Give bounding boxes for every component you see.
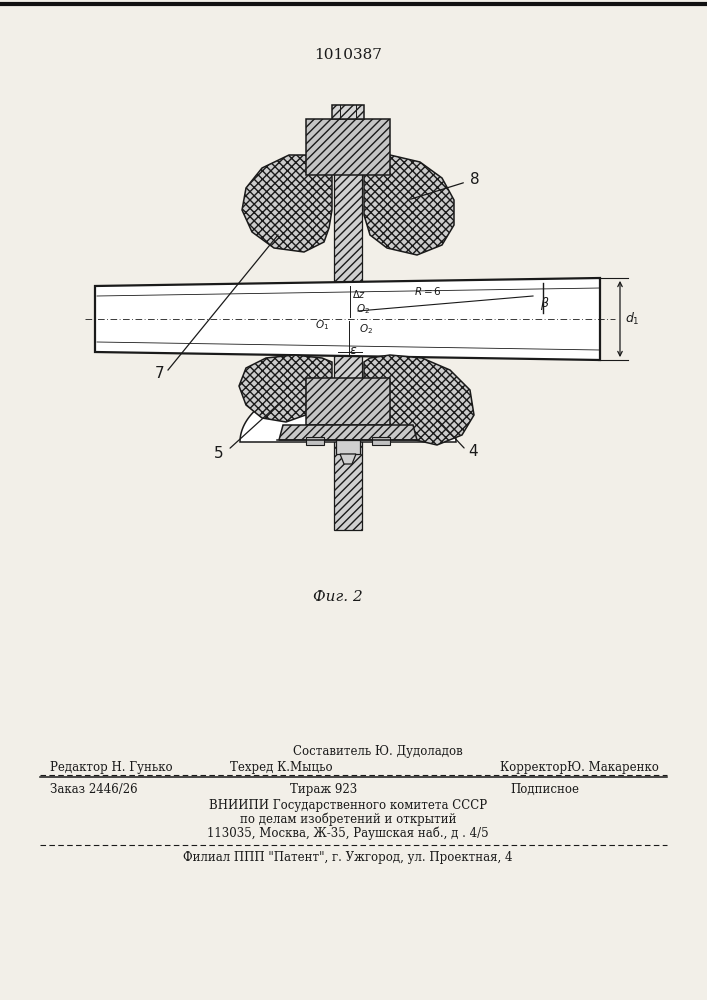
Text: $d_1$: $d_1$ [625,311,640,327]
Text: 113035, Москва, Ж-35, Раушская наб., д . 4/5: 113035, Москва, Ж-35, Раушская наб., д .… [207,827,489,840]
Polygon shape [239,355,332,422]
Polygon shape [306,437,324,445]
Text: Тираж 923: Тираж 923 [290,783,357,796]
Text: 5: 5 [214,446,224,460]
Text: $\varepsilon$: $\varepsilon$ [349,344,357,357]
Polygon shape [240,380,456,442]
Polygon shape [306,119,390,175]
Polygon shape [332,105,364,119]
Polygon shape [306,378,390,425]
Text: 1010387: 1010387 [314,48,382,62]
Text: Заказ 2446/26: Заказ 2446/26 [50,783,138,796]
Text: Редактор Н. Гунько: Редактор Н. Гунько [50,761,173,774]
Polygon shape [95,278,600,360]
Polygon shape [334,105,362,530]
Text: ВНИИПИ Государственного комитета СССР: ВНИИПИ Государственного комитета СССР [209,799,487,812]
Polygon shape [336,440,360,454]
Text: 7: 7 [154,366,164,381]
Text: $\beta$: $\beta$ [540,294,550,312]
Polygon shape [340,454,356,464]
Text: Филиал ППП "Патент", г. Ужгород, ул. Проектная, 4: Филиал ППП "Патент", г. Ужгород, ул. Про… [183,851,513,864]
Text: $O_2$: $O_2$ [356,302,370,316]
Polygon shape [372,437,390,445]
Text: Фиг. 2: Фиг. 2 [313,590,363,604]
Text: 4: 4 [468,444,478,460]
Polygon shape [242,155,332,252]
Text: Подписное: Подписное [510,783,579,796]
Text: Техред К.Мыцьо: Техред К.Мыцьо [230,761,332,774]
Text: по делам изобретений и открытий: по делам изобретений и открытий [240,813,456,826]
Text: $R=6$: $R=6$ [414,285,442,297]
Polygon shape [279,425,417,440]
Polygon shape [364,155,454,255]
Polygon shape [364,355,474,445]
Text: Составитель Ю. Дудоладов: Составитель Ю. Дудоладов [293,745,463,758]
Text: $O_1$: $O_1$ [315,318,329,332]
Text: КорректорЮ. Макаренко: КорректорЮ. Макаренко [500,761,659,774]
Text: $\Delta z$: $\Delta z$ [352,288,366,300]
Text: $O_2$: $O_2$ [359,322,373,336]
Text: 8: 8 [470,172,479,188]
